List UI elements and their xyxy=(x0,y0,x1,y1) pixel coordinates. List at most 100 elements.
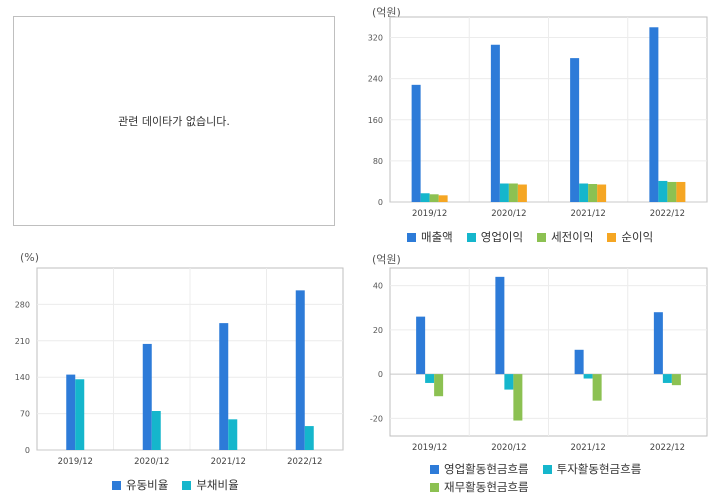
bar-3-s2-c3 xyxy=(671,374,681,386)
bar-1-s1-c1 xyxy=(499,183,509,202)
ratio-chart-legend: 유동비율 부채비율 xyxy=(112,477,352,493)
legend-swatch xyxy=(430,482,439,492)
x-tick-label: 2020/12 xyxy=(491,209,526,219)
bar-1-s2-c0 xyxy=(429,194,439,202)
legend-item: 순이익 xyxy=(607,229,653,245)
y-tick-label: 70 xyxy=(20,410,30,419)
legend-label: 투자활동현금흐름 xyxy=(556,462,642,476)
legend-label: 매출액 xyxy=(421,230,453,244)
bar-2-s0-c0 xyxy=(66,374,76,450)
y-tick-label: 0 xyxy=(378,198,383,207)
legend-item: 재무활동현금흐름 xyxy=(430,479,529,495)
legend-swatch xyxy=(537,232,547,242)
x-tick-label: 2021/12 xyxy=(570,209,605,219)
bar-3-s1-c0 xyxy=(425,374,435,383)
chart2-unit-label: (%) xyxy=(20,251,40,264)
y-tick-label: -20 xyxy=(370,414,383,423)
bar-2-s1-c2 xyxy=(228,419,238,450)
bar-2-s1-c3 xyxy=(304,426,314,450)
bar-1-s0-c2 xyxy=(570,58,580,202)
bar-1-s2-c3 xyxy=(667,181,677,202)
legend-item: 영업활동현금흐름 xyxy=(430,461,529,477)
income-chart-legend: 매출액 영업이익 세전이익 순이익 xyxy=(407,229,707,245)
x-tick-label: 2019/12 xyxy=(58,457,93,467)
bar-1-s0-c3 xyxy=(649,27,659,203)
chart1-unit-label: (억원) xyxy=(372,6,401,19)
y-tick-label: 280 xyxy=(15,300,30,309)
no-data-panel: 관련 데이타가 없습니다. xyxy=(13,16,335,226)
bar-3-s0-c1 xyxy=(495,276,505,375)
bar-1-s3-c3 xyxy=(676,181,686,202)
legend-swatch xyxy=(182,480,192,490)
legend-item: 유동비율 xyxy=(112,477,168,493)
x-tick-label: 2020/12 xyxy=(491,443,526,453)
legend-swatch xyxy=(407,232,416,242)
bar-1-s3-c0 xyxy=(438,195,448,202)
legend-label: 순이익 xyxy=(621,230,654,244)
legend-item: 부채비율 xyxy=(182,477,239,493)
bar-3-s0-c2 xyxy=(574,349,584,375)
bar-1-s1-c0 xyxy=(420,193,430,202)
bar-1-s2-c2 xyxy=(588,184,598,202)
legend-swatch xyxy=(607,232,617,242)
bar-1-s0-c0 xyxy=(411,84,421,202)
y-tick-label: 320 xyxy=(368,34,383,43)
x-tick-label: 2022/12 xyxy=(287,457,322,467)
y-tick-label: 240 xyxy=(368,75,383,84)
bar-2-s0-c3 xyxy=(295,290,305,450)
legend-label: 영업활동현금흐름 xyxy=(444,462,529,476)
bar-1-s0-c1 xyxy=(490,44,500,202)
x-tick-label: 2021/12 xyxy=(211,457,246,467)
legend-label: 세전이익 xyxy=(551,230,594,244)
legend-swatch xyxy=(430,464,439,474)
y-tick-label: 80 xyxy=(373,157,383,166)
y-tick-label: 160 xyxy=(368,116,383,125)
bar-3-s1-c2 xyxy=(583,374,593,379)
bar-3-s1-c3 xyxy=(662,374,672,383)
bar-1-s3-c2 xyxy=(597,184,607,202)
x-tick-label: 2021/12 xyxy=(570,443,605,453)
legend-swatch xyxy=(112,480,121,490)
bar-2-s1-c1 xyxy=(151,411,161,450)
x-tick-label: 2020/12 xyxy=(134,457,169,467)
legend-swatch xyxy=(542,464,552,474)
bar-1-s1-c2 xyxy=(579,183,589,202)
legend-label: 부채비율 xyxy=(196,478,239,492)
legend-item: 매출액 xyxy=(407,229,453,245)
bar-1-s2-c1 xyxy=(508,183,518,202)
legend-item: 세전이익 xyxy=(537,229,593,245)
y-tick-label: 40 xyxy=(373,282,383,291)
legend-label: 재무활동현금흐름 xyxy=(444,480,529,494)
y-tick-label: 20 xyxy=(373,326,383,335)
y-tick-label: 140 xyxy=(15,373,30,382)
bar-3-s2-c0 xyxy=(434,374,444,397)
no-data-message: 관련 데이타가 없습니다. xyxy=(118,115,230,128)
legend-swatch xyxy=(466,232,476,242)
bar-3-s0-c0 xyxy=(416,316,426,375)
y-tick-label: 210 xyxy=(15,337,30,346)
x-tick-label: 2022/12 xyxy=(650,443,685,453)
bar-2-s1-c0 xyxy=(75,379,85,450)
legend-item: 영업이익 xyxy=(466,229,524,245)
chart3-unit-label: (억원) xyxy=(372,253,401,266)
x-tick-label: 2022/12 xyxy=(650,209,685,219)
x-tick-label: 2019/12 xyxy=(412,209,447,219)
bar-1-s3-c1 xyxy=(517,184,527,202)
bar-2-s0-c1 xyxy=(142,343,152,450)
bar-3-s2-c1 xyxy=(513,374,523,421)
x-tick-label: 2019/12 xyxy=(412,443,447,453)
bar-3-s2-c2 xyxy=(592,374,602,401)
legend-label: 영업이익 xyxy=(480,230,524,244)
legend-label: 유동비율 xyxy=(126,478,169,492)
bar-3-s0-c3 xyxy=(653,312,663,375)
y-tick-label: 0 xyxy=(25,446,30,455)
y-tick-label: 0 xyxy=(378,370,383,379)
bar-2-s0-c2 xyxy=(219,323,229,450)
legend-item: 투자활동현금흐름 xyxy=(542,461,642,477)
bar-1-s1-c3 xyxy=(658,180,668,202)
bar-3-s1-c1 xyxy=(504,374,514,390)
